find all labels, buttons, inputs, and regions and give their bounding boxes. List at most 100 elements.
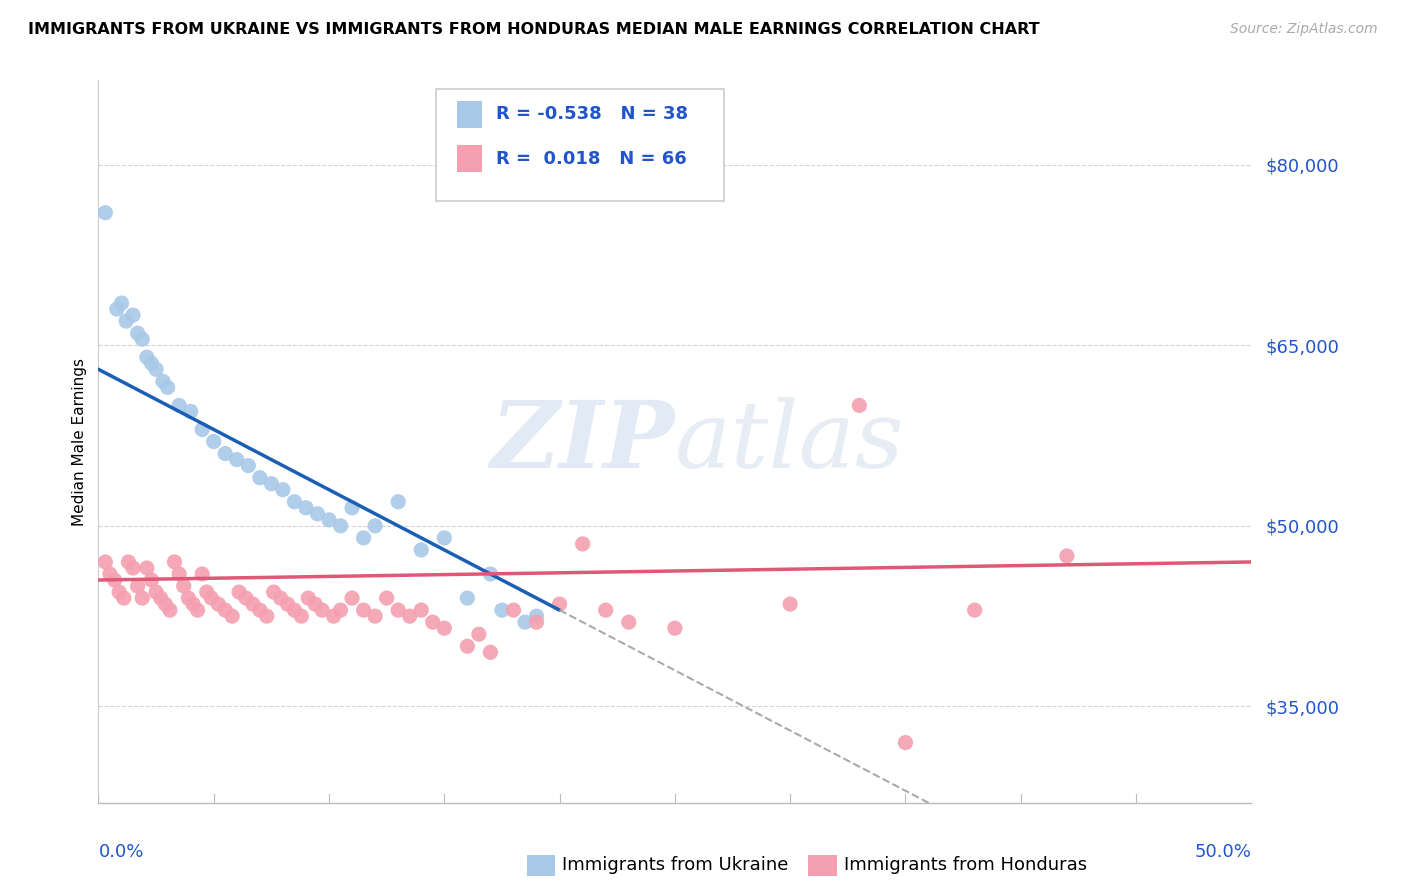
Point — [479, 567, 502, 582]
Point — [848, 398, 870, 412]
Text: ZIP: ZIP — [491, 397, 675, 486]
Point — [456, 591, 478, 606]
Point — [329, 518, 352, 533]
Text: R = -0.538   N = 38: R = -0.538 N = 38 — [496, 105, 689, 123]
Point — [225, 452, 247, 467]
Point — [155, 597, 177, 611]
Point — [145, 585, 167, 599]
Point — [163, 555, 186, 569]
Point — [141, 573, 163, 587]
Point — [433, 621, 456, 635]
Point — [122, 308, 145, 322]
Point — [664, 621, 686, 635]
Point — [433, 531, 456, 545]
Point — [398, 609, 420, 624]
Text: 50.0%: 50.0% — [1195, 843, 1251, 861]
Point — [271, 483, 294, 497]
Point — [375, 591, 398, 606]
Point — [127, 326, 149, 340]
Point — [422, 615, 444, 630]
Point — [468, 627, 491, 641]
Point — [173, 579, 195, 593]
Point — [297, 591, 319, 606]
Point — [411, 603, 433, 617]
Point — [202, 434, 225, 449]
Point — [311, 603, 333, 617]
Point — [364, 518, 387, 533]
Point — [295, 500, 318, 515]
Point — [191, 567, 214, 582]
Point — [214, 446, 236, 460]
Text: R =  0.018   N = 66: R = 0.018 N = 66 — [496, 150, 688, 168]
Point — [152, 374, 174, 388]
Point — [963, 603, 986, 617]
Point — [156, 380, 179, 394]
Point — [260, 476, 283, 491]
Point — [110, 296, 132, 310]
Y-axis label: Median Male Earnings: Median Male Earnings — [72, 358, 87, 525]
Point — [159, 603, 181, 617]
Point — [214, 603, 236, 617]
Text: IMMIGRANTS FROM UKRAINE VS IMMIGRANTS FROM HONDURAS MEDIAN MALE EARNINGS CORRELA: IMMIGRANTS FROM UKRAINE VS IMMIGRANTS FR… — [28, 22, 1040, 37]
Point — [894, 735, 917, 749]
Point — [322, 609, 344, 624]
Point — [526, 609, 548, 624]
Point — [479, 645, 502, 659]
Point — [548, 597, 571, 611]
Point — [103, 573, 125, 587]
Point — [242, 597, 264, 611]
Point — [94, 555, 117, 569]
Point — [340, 591, 363, 606]
Point — [617, 615, 640, 630]
Point — [411, 542, 433, 557]
Point — [307, 507, 329, 521]
Point — [513, 615, 536, 630]
Text: Source: ZipAtlas.com: Source: ZipAtlas.com — [1230, 22, 1378, 37]
Point — [263, 585, 285, 599]
Point — [456, 639, 478, 653]
Point — [94, 205, 117, 219]
Point — [167, 398, 190, 412]
Point — [141, 356, 163, 370]
Point — [181, 597, 204, 611]
Point — [187, 603, 209, 617]
Point — [177, 591, 200, 606]
Point — [387, 494, 409, 508]
Point — [105, 301, 128, 317]
Point — [249, 470, 271, 484]
Text: atlas: atlas — [675, 397, 904, 486]
Point — [112, 591, 135, 606]
Point — [115, 314, 138, 328]
Point — [595, 603, 617, 617]
Point — [149, 591, 172, 606]
Point — [145, 362, 167, 376]
Point — [304, 597, 326, 611]
Point — [131, 591, 153, 606]
Point — [221, 609, 243, 624]
Point — [135, 350, 157, 364]
Point — [108, 585, 131, 599]
Point — [122, 561, 145, 575]
Point — [387, 603, 409, 617]
Point — [340, 500, 363, 515]
Point — [256, 609, 278, 624]
Point — [276, 597, 298, 611]
Point — [195, 585, 218, 599]
Point — [329, 603, 352, 617]
Point — [571, 537, 593, 551]
Point — [353, 603, 375, 617]
Point — [200, 591, 222, 606]
Point — [249, 603, 271, 617]
Point — [238, 458, 260, 473]
Point — [283, 603, 305, 617]
Text: Immigrants from Ukraine: Immigrants from Ukraine — [562, 856, 789, 874]
Point — [167, 567, 190, 582]
Point — [191, 422, 214, 436]
Point — [127, 579, 149, 593]
Point — [526, 615, 548, 630]
Point — [180, 404, 202, 418]
Point — [228, 585, 250, 599]
Point — [502, 603, 524, 617]
Point — [235, 591, 257, 606]
Point — [283, 494, 305, 508]
